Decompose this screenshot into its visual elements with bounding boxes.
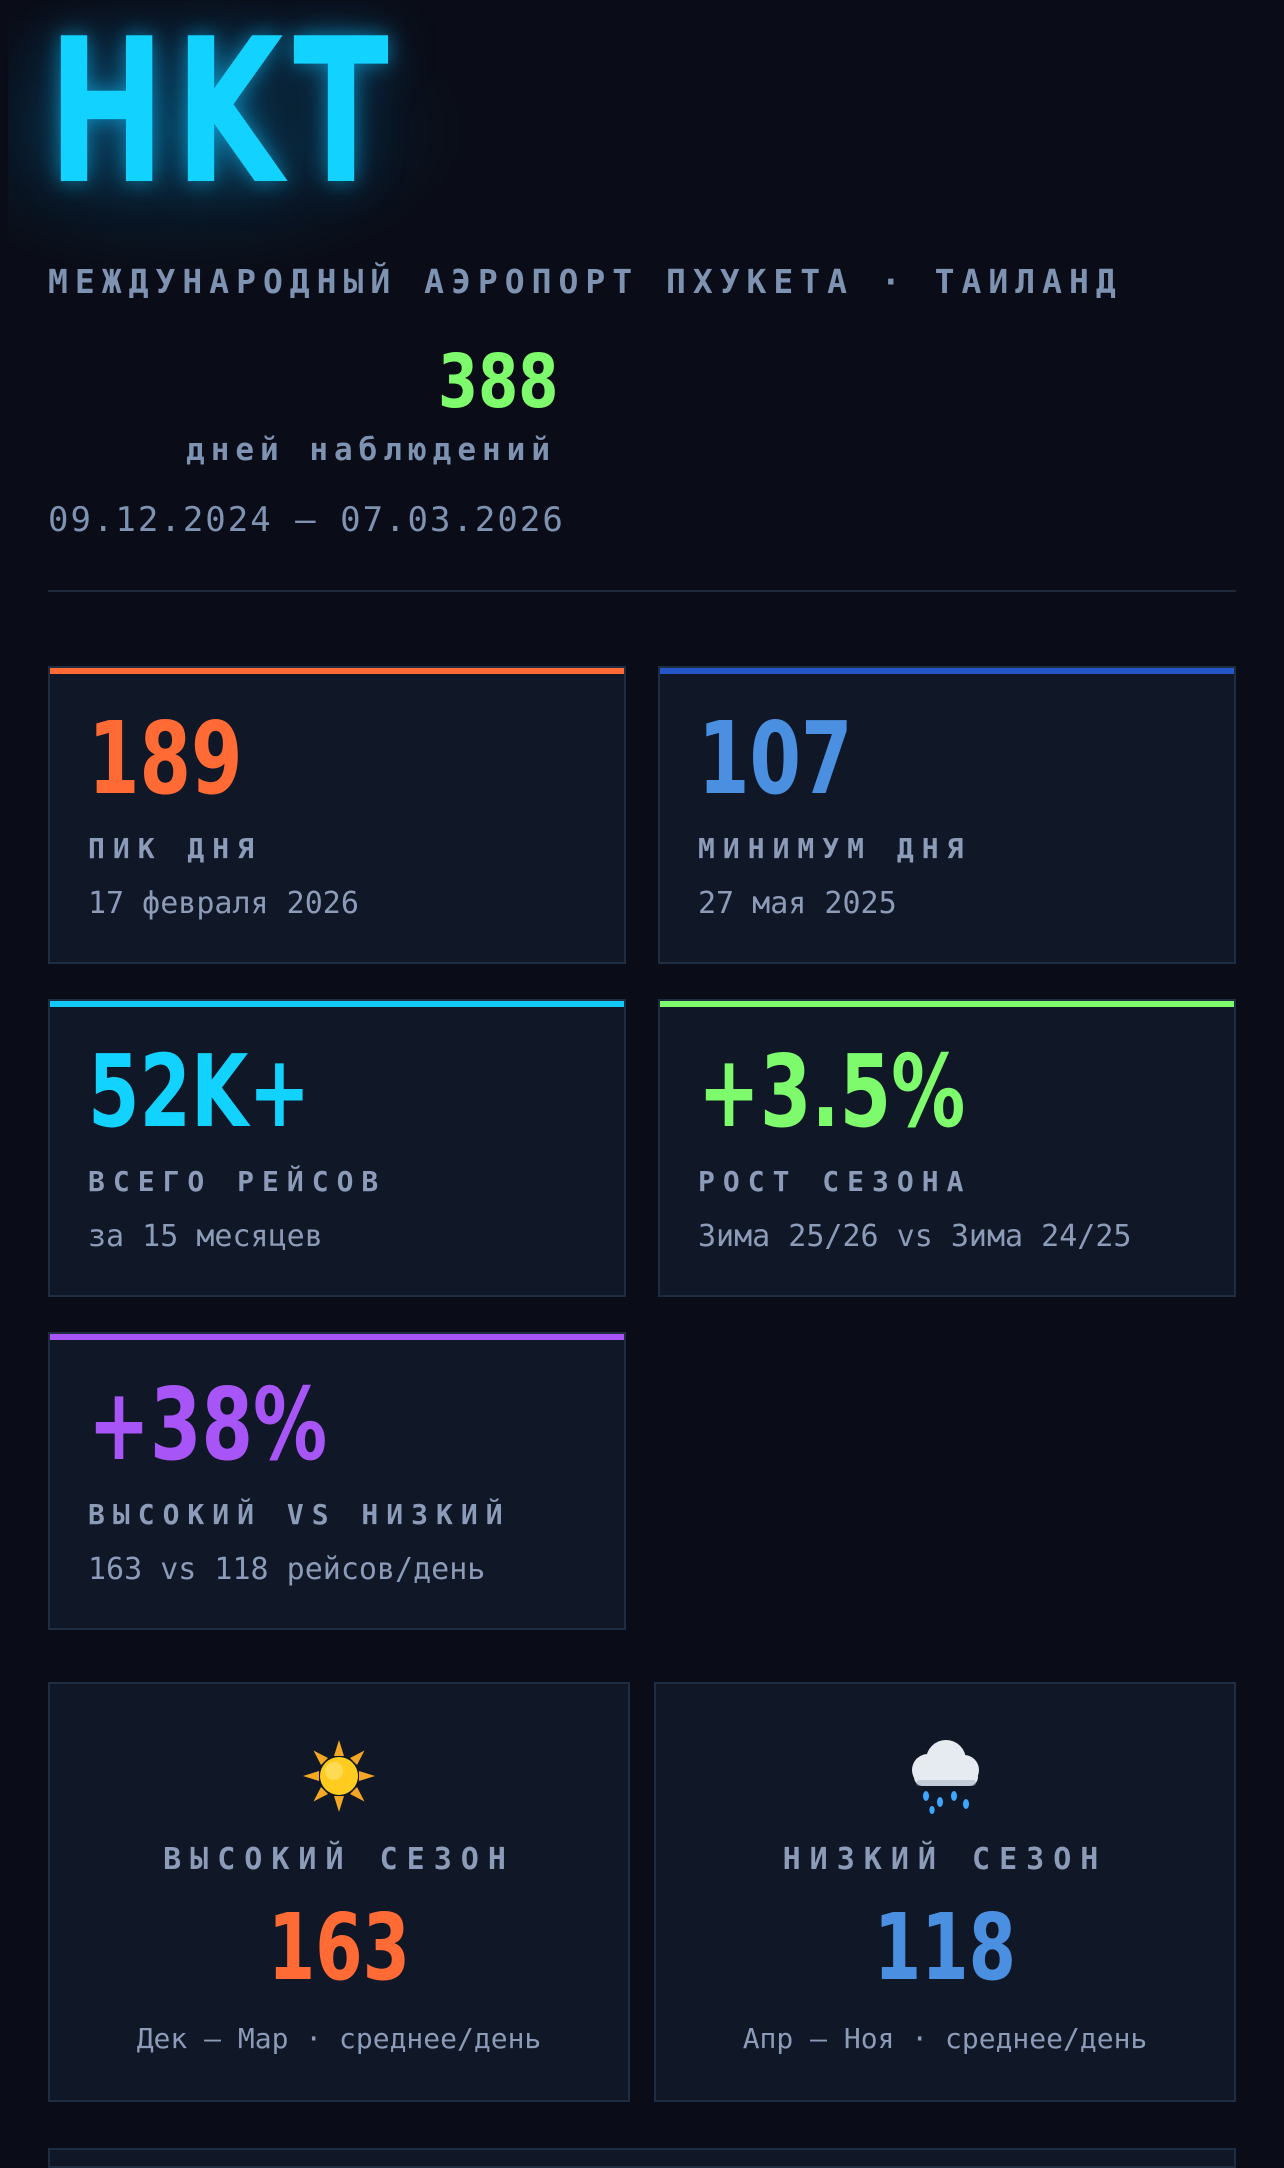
stat-sub: 17 февраля 2026 xyxy=(88,886,359,921)
season-sub: Дек — Мар · среднее/день xyxy=(136,2022,542,2055)
stat-label: ПИК ДНЯ xyxy=(88,832,263,865)
stat-card-total-flights: 52K+ ВСЕГО РЕЙСОВ за 15 месяцев xyxy=(48,999,626,1297)
stat-label: МИНИМУМ ДНЯ xyxy=(698,832,972,865)
stat-label: РОСТ СЕЗОНА xyxy=(698,1165,972,1198)
season-value: 163 xyxy=(267,1894,411,2001)
stat-sub: за 15 месяцев xyxy=(88,1219,323,1254)
airport-code: HKT xyxy=(48,0,399,229)
header-divider xyxy=(48,590,1236,592)
stat-sub: 27 мая 2025 xyxy=(698,886,897,921)
airport-subtitle: МЕЖДУНАРОДНЫЙ АЭРОПОРТ ПХУКЕТА · ТАИЛАНД xyxy=(48,262,1123,301)
stat-value: +38% xyxy=(88,1366,328,1483)
stat-value: 52K+ xyxy=(88,1033,311,1150)
stat-sub: 163 vs 118 рейсов/день xyxy=(88,1552,486,1587)
rain-cloud-icon xyxy=(656,1736,1234,1816)
stat-sub: Зима 25/26 vs Зима 24/25 xyxy=(698,1219,1132,1254)
stat-value: 189 xyxy=(88,700,243,817)
season-card-low: НИЗКИЙ СЕЗОН 118 Апр — Ноя · среднее/ден… xyxy=(654,1682,1236,2102)
next-card-edge xyxy=(48,2148,1236,2168)
stat-card-peak: 189 ПИК ДНЯ 17 февраля 2026 xyxy=(48,666,626,964)
observation-days: 388 дней наблюдений xyxy=(48,340,558,468)
season-card-high: ВЫСОКИЙ СЕЗОН 163 Дек — Мар · среднее/де… xyxy=(48,1682,630,2102)
stat-label: ВЫСОКИЙ VS НИЗКИЙ xyxy=(88,1498,511,1531)
stat-value: 107 xyxy=(698,700,853,817)
season-title: ВЫСОКИЙ СЕЗОН xyxy=(163,1842,515,1877)
days-count: 388 xyxy=(437,339,558,425)
observation-period: 09.12.2024 — 07.03.2026 xyxy=(48,500,565,540)
stat-card-high-vs-low: +38% ВЫСОКИЙ VS НИЗКИЙ 163 vs 118 рейсов… xyxy=(48,1332,626,1630)
card-accent-bar xyxy=(660,1001,1234,1007)
stat-label: ВСЕГО РЕЙСОВ xyxy=(88,1165,387,1198)
stat-card-season-growth: +3.5% РОСТ СЕЗОНА Зима 25/26 vs Зима 24/… xyxy=(658,999,1236,1297)
days-label: дней наблюдений xyxy=(186,432,556,468)
card-accent-bar xyxy=(660,668,1234,674)
card-accent-bar xyxy=(50,1001,624,1007)
card-accent-bar xyxy=(50,1334,624,1340)
season-sub: Апр — Ноя · среднее/день xyxy=(742,2022,1148,2055)
sun-icon xyxy=(50,1736,628,1816)
stat-value: +3.5% xyxy=(698,1033,966,1150)
season-title: НИЗКИЙ СЕЗОН xyxy=(782,1842,1108,1877)
stat-card-minimum: 107 МИНИМУМ ДНЯ 27 мая 2025 xyxy=(658,666,1236,964)
card-accent-bar xyxy=(50,668,624,674)
season-value: 118 xyxy=(873,1894,1017,2001)
